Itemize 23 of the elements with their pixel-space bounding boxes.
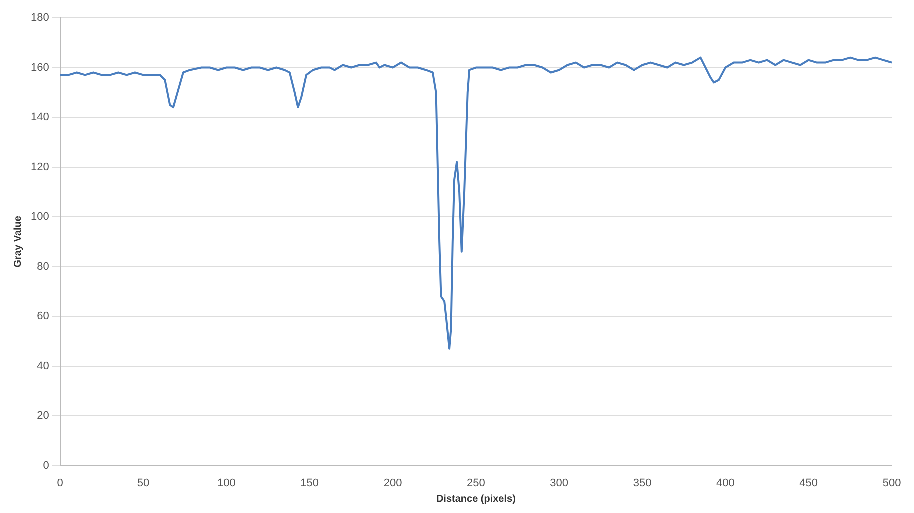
- x-tick-label: 400: [716, 477, 735, 490]
- x-tick-label: 500: [882, 477, 902, 490]
- y-tick-label: 20: [37, 410, 50, 422]
- y-axis-title: Gray Value: [12, 216, 24, 268]
- x-axis-title: Distance (pixels): [436, 494, 516, 505]
- x-tick-label: 50: [137, 477, 150, 490]
- x-tick-label: 350: [633, 477, 652, 490]
- y-tick-label: 140: [30, 112, 50, 124]
- x-tick-label: 150: [300, 477, 320, 490]
- x-tick-label: 450: [800, 477, 818, 490]
- x-tick-label: 100: [218, 477, 236, 490]
- y-tick-label: 180: [30, 12, 50, 24]
- y-tick-label: 120: [30, 161, 50, 174]
- x-tick-label: 0: [57, 477, 64, 490]
- y-tick-label: 80: [37, 260, 50, 273]
- x-tick-label: 200: [384, 477, 402, 490]
- y-tick-label: 0: [43, 460, 50, 472]
- x-tick-label: 300: [550, 477, 569, 490]
- y-tick-label: 160: [30, 62, 50, 74]
- y-tick-label: 60: [37, 310, 50, 323]
- y-tick-label: 40: [37, 360, 50, 372]
- x-tick-label: 250: [466, 477, 486, 490]
- y-tick-label: 100: [30, 211, 50, 224]
